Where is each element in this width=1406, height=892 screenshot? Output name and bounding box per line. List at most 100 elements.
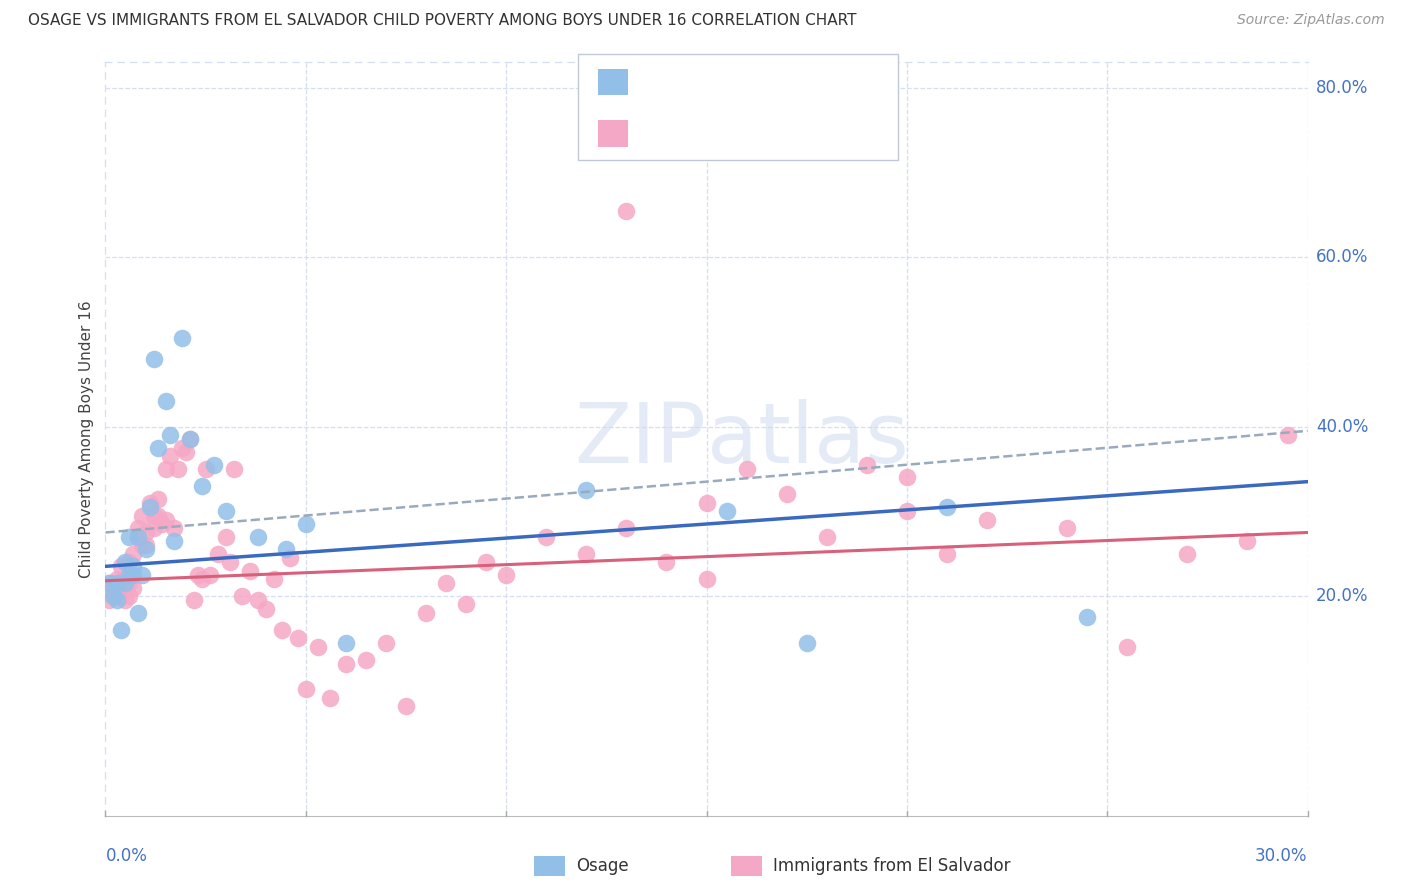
Point	[155, 394, 177, 409]
Point	[936, 547, 959, 561]
Point	[335, 635, 357, 649]
Point	[138, 496, 160, 510]
Point	[127, 606, 149, 620]
Point	[274, 542, 297, 557]
Point	[295, 516, 318, 531]
Point	[131, 567, 153, 582]
Text: 0.0%: 0.0%	[105, 847, 148, 864]
Point	[218, 555, 240, 569]
Point	[103, 584, 125, 599]
Point	[146, 491, 169, 506]
Point	[616, 203, 638, 218]
Point	[142, 508, 165, 523]
Point	[118, 555, 141, 569]
Point	[110, 589, 132, 603]
Point	[135, 542, 157, 557]
Point	[1236, 533, 1258, 548]
Text: 80.0%: 80.0%	[1316, 78, 1368, 97]
Point	[207, 547, 229, 561]
Point	[896, 470, 918, 484]
Point	[114, 576, 136, 591]
Text: 40.0%: 40.0%	[1316, 417, 1368, 435]
Text: R =: R =	[643, 73, 679, 91]
Point	[114, 593, 136, 607]
Point	[696, 496, 718, 510]
Point	[114, 576, 136, 591]
Text: atlas: atlas	[707, 399, 908, 480]
Text: 60.0%: 60.0%	[1316, 248, 1368, 266]
Point	[155, 513, 177, 527]
Point	[107, 572, 129, 586]
Point	[127, 530, 149, 544]
Point	[142, 521, 165, 535]
Point	[1177, 547, 1199, 561]
Point	[98, 593, 121, 607]
Text: 0.104: 0.104	[682, 125, 734, 143]
Point	[354, 652, 377, 666]
Text: 20.0%: 20.0%	[1316, 587, 1368, 605]
Text: 30.0%: 30.0%	[1256, 847, 1308, 864]
Point	[616, 521, 638, 535]
Point	[716, 504, 738, 518]
Point	[278, 550, 301, 565]
Point	[190, 479, 212, 493]
Point	[222, 462, 245, 476]
Point	[155, 462, 177, 476]
Point	[107, 593, 129, 607]
Point	[815, 530, 838, 544]
Point	[103, 576, 125, 591]
Point	[150, 516, 173, 531]
Text: ZIP: ZIP	[575, 399, 707, 480]
Point	[335, 657, 357, 671]
Text: Osage: Osage	[576, 857, 628, 875]
Point	[107, 576, 129, 591]
Point	[166, 462, 188, 476]
Point	[254, 601, 277, 615]
Point	[118, 567, 141, 582]
Point	[1116, 640, 1139, 654]
Point	[179, 433, 201, 447]
Y-axis label: Child Poverty Among Boys Under 16: Child Poverty Among Boys Under 16	[79, 301, 94, 578]
Point	[110, 623, 132, 637]
Point	[159, 428, 181, 442]
Point	[187, 567, 209, 582]
Point	[98, 576, 121, 591]
Point	[122, 567, 145, 582]
Point	[454, 598, 477, 612]
Point	[270, 623, 292, 637]
Point	[110, 559, 132, 574]
Point	[239, 564, 262, 578]
Point	[415, 606, 437, 620]
Point	[855, 458, 877, 472]
Point	[135, 538, 157, 552]
Point	[575, 483, 598, 497]
Point	[307, 640, 329, 654]
Point	[776, 487, 799, 501]
Point	[183, 593, 205, 607]
Point	[146, 441, 169, 455]
Point	[131, 508, 153, 523]
Point	[159, 449, 181, 463]
Point	[896, 504, 918, 518]
Point	[1056, 521, 1078, 535]
Text: R =: R =	[643, 125, 679, 143]
Point	[170, 331, 193, 345]
Point	[127, 530, 149, 544]
Point	[162, 533, 184, 548]
Point	[135, 525, 157, 540]
Point	[319, 690, 342, 705]
Point	[246, 530, 269, 544]
Point	[190, 572, 212, 586]
Point	[231, 589, 253, 603]
Point	[475, 555, 498, 569]
Text: Immigrants from El Salvador: Immigrants from El Salvador	[773, 857, 1011, 875]
Point	[122, 559, 145, 574]
Point	[202, 458, 225, 472]
Point	[735, 462, 758, 476]
Point	[534, 530, 557, 544]
Text: 35: 35	[772, 73, 794, 91]
Point	[214, 504, 236, 518]
Text: Source: ZipAtlas.com: Source: ZipAtlas.com	[1237, 13, 1385, 28]
Point	[796, 635, 818, 649]
Point	[114, 555, 136, 569]
